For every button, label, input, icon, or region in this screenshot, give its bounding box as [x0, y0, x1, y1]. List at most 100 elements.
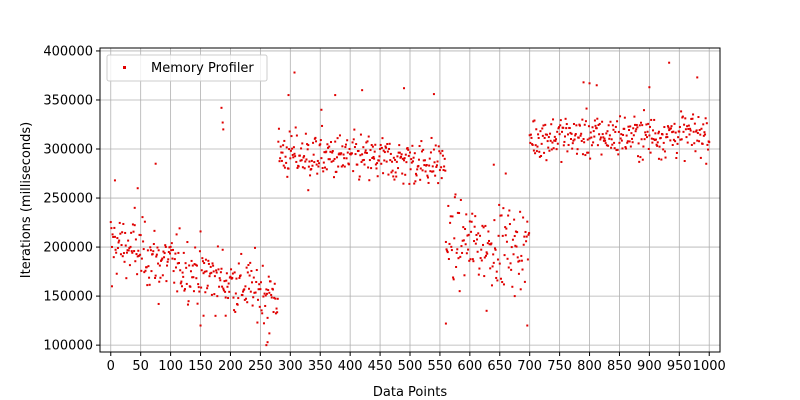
data-point [533, 119, 536, 122]
data-point [130, 231, 133, 234]
data-point [705, 162, 708, 165]
data-point [680, 110, 683, 113]
data-point [359, 154, 362, 157]
data-point [528, 232, 531, 235]
data-point [570, 132, 573, 135]
data-point [530, 136, 533, 139]
data-point [501, 234, 504, 237]
data-point [199, 324, 202, 327]
data-point [609, 120, 612, 123]
data-point [329, 150, 332, 153]
data-point [525, 235, 528, 238]
data-point [249, 290, 252, 293]
data-point [284, 155, 287, 158]
data-point [296, 166, 299, 169]
data-point [164, 244, 167, 247]
data-point [673, 122, 676, 125]
data-point [213, 293, 216, 296]
data-point [124, 231, 127, 234]
data-point [550, 148, 553, 151]
data-point [388, 142, 391, 145]
data-point [449, 215, 452, 218]
data-point [207, 259, 210, 262]
data-point [387, 173, 390, 176]
data-point [258, 283, 261, 286]
data-point [320, 157, 323, 160]
data-point [228, 290, 231, 293]
data-point [452, 276, 455, 279]
data-point [132, 230, 135, 233]
data-point [335, 156, 338, 159]
data-point [484, 224, 487, 227]
data-point [259, 288, 262, 291]
data-point [292, 146, 295, 149]
data-point [220, 267, 223, 270]
data-point [532, 120, 535, 123]
data-point [180, 285, 183, 288]
data-point [351, 141, 354, 144]
data-point [527, 233, 530, 236]
data-point [422, 159, 425, 162]
data-point [328, 145, 331, 148]
data-point [392, 175, 395, 178]
data-point [683, 123, 686, 126]
data-point [517, 260, 520, 263]
data-point [555, 148, 558, 151]
data-point [568, 127, 571, 130]
data-point [190, 259, 193, 262]
data-point [254, 246, 256, 249]
data-point [384, 145, 387, 148]
data-point [494, 248, 497, 251]
data-point [437, 182, 440, 185]
data-point [223, 280, 226, 283]
data-point [221, 285, 224, 288]
data-point [634, 123, 637, 126]
data-point [504, 172, 507, 175]
x-tick-label: 300 [278, 359, 303, 374]
data-point [280, 151, 283, 154]
data-point [346, 139, 349, 142]
data-point [560, 160, 563, 163]
data-point [513, 295, 516, 298]
data-point [616, 120, 619, 123]
data-point [397, 167, 400, 170]
data-point [558, 126, 561, 129]
data-point [517, 272, 520, 275]
data-point [115, 251, 118, 254]
data-point [471, 212, 474, 215]
data-point [437, 145, 440, 148]
data-point [398, 151, 401, 154]
data-point [506, 257, 509, 260]
data-point [393, 178, 396, 181]
data-point [593, 119, 596, 122]
data-point [409, 168, 412, 171]
data-point [246, 301, 249, 304]
legend: Memory Profiler [106, 54, 268, 82]
data-point [542, 124, 545, 127]
data-point [429, 170, 432, 173]
data-point [544, 123, 547, 126]
data-point [279, 145, 282, 148]
data-point [499, 214, 502, 217]
data-point [204, 291, 207, 294]
data-point [664, 156, 667, 159]
data-point [288, 148, 291, 151]
data-point [520, 254, 523, 257]
data-point [543, 151, 546, 154]
data-point [423, 159, 426, 162]
data-point [526, 324, 529, 327]
data-point [265, 288, 268, 291]
data-point [575, 124, 578, 127]
data-point [391, 169, 394, 172]
data-point [388, 147, 391, 150]
x-tick-label: 150 [188, 359, 213, 374]
data-point [544, 133, 547, 136]
data-point [207, 262, 210, 265]
data-point [672, 138, 675, 141]
data-point [505, 240, 508, 243]
data-point [345, 157, 348, 160]
data-point [569, 138, 572, 141]
data-point [210, 271, 213, 274]
data-point [604, 139, 607, 142]
data-point [362, 146, 365, 149]
